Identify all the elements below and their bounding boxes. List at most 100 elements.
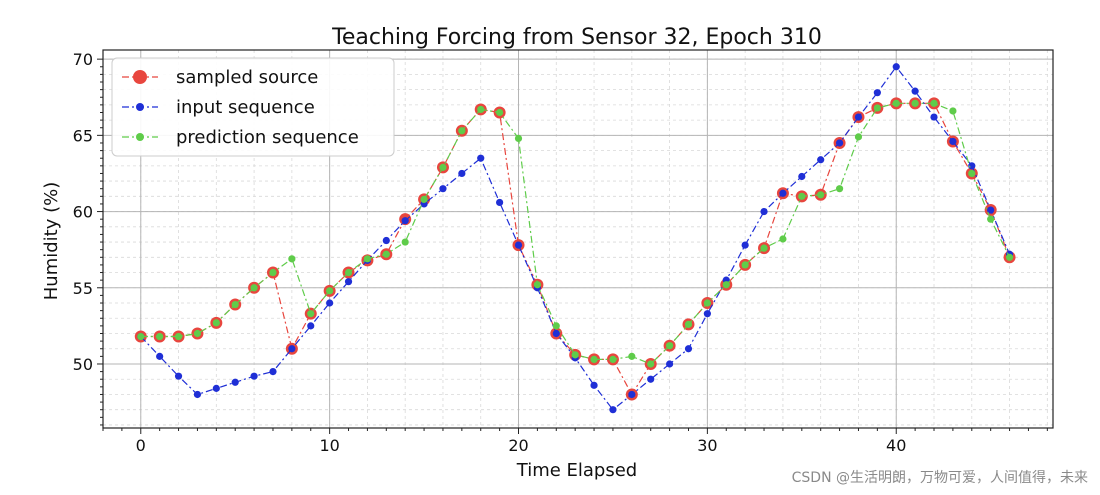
data-point xyxy=(552,322,560,330)
legend-label: prediction sequence xyxy=(176,127,359,148)
data-point xyxy=(326,299,334,307)
data-point xyxy=(212,319,220,327)
series-input-sequence xyxy=(137,63,1014,414)
data-point xyxy=(647,375,655,383)
data-point xyxy=(193,329,202,338)
data-point xyxy=(590,381,598,389)
data-point xyxy=(212,384,220,392)
data-point xyxy=(779,235,787,243)
data-point xyxy=(496,108,504,117)
data-point xyxy=(439,163,447,171)
data-point xyxy=(382,236,390,245)
data-point xyxy=(911,99,919,107)
data-point xyxy=(420,195,428,203)
y-tick-label: 65 xyxy=(73,126,93,145)
data-point xyxy=(666,342,674,350)
series-line xyxy=(140,102,1011,396)
data-point xyxy=(949,107,957,115)
data-point xyxy=(703,299,711,307)
y-tick-label: 70 xyxy=(73,50,93,69)
data-point xyxy=(250,284,258,292)
data-point xyxy=(930,113,938,121)
data-point xyxy=(873,89,881,97)
data-point xyxy=(684,345,693,353)
data-point xyxy=(174,332,183,341)
data-point xyxy=(968,169,976,178)
data-point xyxy=(987,215,995,223)
data-point xyxy=(1005,253,1014,261)
data-point xyxy=(835,139,844,147)
data-point xyxy=(514,241,523,249)
data-point xyxy=(590,355,598,364)
data-point xyxy=(609,355,617,364)
data-point xyxy=(137,332,145,341)
y-axis-label: Humidity (%) xyxy=(41,182,62,301)
x-tick-label: 0 xyxy=(136,436,146,455)
legend-marker xyxy=(136,133,144,141)
data-point xyxy=(571,351,579,359)
data-point xyxy=(949,137,957,146)
legend-label: input sequence xyxy=(176,97,315,118)
series-group xyxy=(134,63,1016,414)
x-tick-label: 20 xyxy=(508,436,528,455)
data-point xyxy=(174,372,183,380)
x-tick-label: 30 xyxy=(697,436,717,455)
data-point xyxy=(496,198,504,207)
data-point xyxy=(156,332,164,341)
x-axis-label: Time Elapsed xyxy=(516,460,637,481)
data-point xyxy=(458,169,466,178)
y-tick-label: 55 xyxy=(73,279,93,298)
data-point xyxy=(892,63,900,71)
axis-ticks: 0 10 20 30 40 50 55 60 65 70 xyxy=(73,50,1048,455)
series-line xyxy=(140,102,1011,365)
data-point xyxy=(817,191,825,199)
data-point xyxy=(401,238,409,246)
x-tick-label: 10 xyxy=(319,436,339,455)
data-point xyxy=(156,352,164,360)
data-point xyxy=(703,310,711,318)
data-point xyxy=(987,206,995,214)
legend-label: sampled source xyxy=(176,67,318,88)
legend-marker xyxy=(136,103,144,111)
data-point xyxy=(722,281,730,289)
data-point xyxy=(458,127,466,135)
chart-title: Teaching Forcing from Sensor 32, Epoch 3… xyxy=(331,25,822,50)
data-point xyxy=(609,406,617,414)
data-point xyxy=(798,192,806,200)
legend: sampled source input sequence prediction s… xyxy=(111,57,395,157)
legend-box xyxy=(111,57,395,157)
series-prediction-sequence xyxy=(137,99,1014,368)
x-tick-label: 40 xyxy=(886,436,906,455)
data-point xyxy=(552,329,560,338)
watermark-text: CSDN @生活明朗，万物可爱，人间值得，未来 xyxy=(792,469,1088,486)
data-point xyxy=(647,360,655,368)
data-point xyxy=(930,99,938,107)
data-point xyxy=(892,99,900,107)
legend-marker xyxy=(133,70,147,84)
data-point xyxy=(477,154,485,162)
data-point xyxy=(741,261,749,269)
data-point xyxy=(250,372,258,380)
y-tick-label: 60 xyxy=(73,203,93,222)
data-point xyxy=(382,250,390,258)
data-point xyxy=(269,368,277,376)
data-point xyxy=(344,268,353,277)
data-point xyxy=(288,345,296,353)
data-point xyxy=(533,281,541,289)
data-point xyxy=(779,189,787,197)
data-point xyxy=(477,105,485,114)
data-point xyxy=(401,217,409,225)
data-point xyxy=(968,162,976,170)
data-point xyxy=(514,134,523,143)
data-point xyxy=(817,156,825,164)
data-point xyxy=(231,300,239,309)
data-point xyxy=(760,244,768,252)
data-point xyxy=(307,310,315,318)
data-point xyxy=(760,207,768,216)
data-point xyxy=(835,185,844,193)
data-point xyxy=(798,172,806,181)
data-point xyxy=(873,104,881,112)
data-point xyxy=(666,360,674,368)
data-point xyxy=(363,255,372,263)
